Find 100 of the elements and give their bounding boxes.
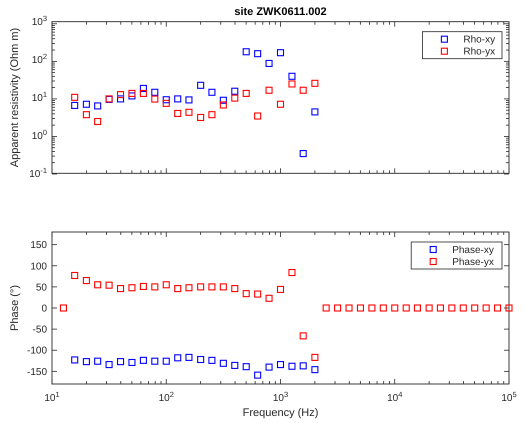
point bbox=[128, 90, 136, 97]
point bbox=[185, 96, 192, 104]
point bbox=[448, 304, 456, 312]
point bbox=[311, 108, 318, 116]
point bbox=[334, 304, 342, 312]
point bbox=[162, 100, 170, 107]
point bbox=[106, 282, 113, 289]
point bbox=[197, 114, 204, 122]
point bbox=[266, 294, 273, 302]
point bbox=[71, 94, 78, 101]
point bbox=[162, 96, 170, 104]
point bbox=[151, 283, 158, 290]
x-tick-label: 10$^{3}$ bbox=[272, 390, 288, 404]
point bbox=[185, 284, 192, 292]
y-tick-label: 10$^{3}$ bbox=[32, 14, 47, 28]
y-tick-label: 100 bbox=[30, 261, 48, 272]
point bbox=[140, 282, 147, 290]
point bbox=[276, 100, 284, 108]
chart-title: site ZWK0611.002 bbox=[234, 6, 327, 18]
y-tick-label: 0 bbox=[41, 304, 48, 314]
point bbox=[356, 304, 364, 312]
y-tick-label: -100 bbox=[26, 346, 48, 357]
point bbox=[94, 281, 102, 288]
point bbox=[140, 84, 147, 92]
x-tick-label: 10$^{5}$ bbox=[501, 390, 517, 404]
y-tick-label: -150 bbox=[26, 366, 48, 378]
point bbox=[140, 90, 147, 97]
point bbox=[254, 50, 262, 58]
point bbox=[208, 283, 216, 290]
point bbox=[174, 285, 182, 292]
point bbox=[151, 96, 158, 103]
point bbox=[266, 86, 273, 94]
point bbox=[311, 80, 318, 87]
legend-label: Phase-yx bbox=[452, 257, 494, 268]
point bbox=[82, 100, 90, 108]
point bbox=[300, 150, 307, 158]
point bbox=[436, 304, 444, 312]
legend-label: Rho-xy bbox=[463, 34, 496, 46]
point bbox=[231, 88, 238, 95]
point bbox=[162, 281, 170, 288]
point bbox=[276, 286, 284, 293]
point bbox=[197, 283, 204, 290]
point bbox=[368, 304, 376, 312]
point bbox=[220, 283, 227, 290]
point bbox=[71, 272, 78, 280]
y-tick-label: 50 bbox=[36, 282, 48, 294]
point bbox=[471, 304, 478, 312]
point bbox=[242, 90, 250, 97]
point bbox=[288, 72, 296, 80]
point bbox=[288, 268, 296, 276]
point bbox=[128, 92, 136, 100]
y-tick-label: 10$^{1}$ bbox=[32, 90, 47, 104]
point bbox=[242, 290, 250, 298]
y-axis-title: Phase (°) bbox=[9, 285, 21, 331]
legend-label: Rho-yx bbox=[463, 46, 496, 58]
point bbox=[220, 96, 227, 104]
point bbox=[208, 88, 216, 96]
legend-label: Phase-xy bbox=[452, 245, 494, 256]
x-tick-label: 10$^{4}$ bbox=[387, 390, 402, 404]
point bbox=[254, 290, 262, 298]
point bbox=[300, 332, 307, 340]
point bbox=[116, 285, 124, 292]
point bbox=[60, 304, 68, 312]
point bbox=[231, 285, 238, 292]
point bbox=[116, 91, 124, 98]
point bbox=[300, 86, 307, 94]
point bbox=[231, 94, 238, 102]
point bbox=[151, 88, 158, 96]
point bbox=[208, 111, 216, 118]
point bbox=[185, 108, 192, 116]
point bbox=[116, 95, 124, 102]
point bbox=[482, 304, 490, 312]
point bbox=[345, 304, 353, 312]
y-tick-label: 10$^{2}$ bbox=[32, 52, 47, 66]
y-tick-label: 10$^{-1}$ bbox=[29, 165, 47, 180]
point bbox=[128, 284, 136, 292]
point bbox=[242, 48, 250, 56]
point bbox=[82, 277, 90, 284]
point bbox=[311, 354, 318, 361]
point bbox=[426, 304, 433, 312]
y-tick-label: 150 bbox=[30, 240, 48, 252]
point bbox=[402, 304, 410, 312]
point bbox=[71, 102, 78, 109]
point bbox=[505, 304, 513, 312]
point bbox=[174, 95, 182, 102]
point bbox=[288, 80, 296, 88]
y-tick-label: -50 bbox=[32, 324, 48, 336]
point bbox=[276, 49, 284, 56]
point bbox=[460, 304, 467, 312]
point bbox=[266, 60, 273, 67]
point bbox=[82, 111, 90, 118]
point bbox=[322, 304, 330, 312]
point bbox=[414, 304, 421, 312]
point bbox=[391, 304, 398, 312]
point bbox=[254, 112, 262, 120]
point bbox=[94, 118, 102, 126]
point bbox=[197, 82, 204, 89]
x-axis-title: Frequency (Hz) bbox=[242, 407, 318, 419]
point bbox=[220, 101, 227, 108]
point bbox=[174, 110, 182, 117]
